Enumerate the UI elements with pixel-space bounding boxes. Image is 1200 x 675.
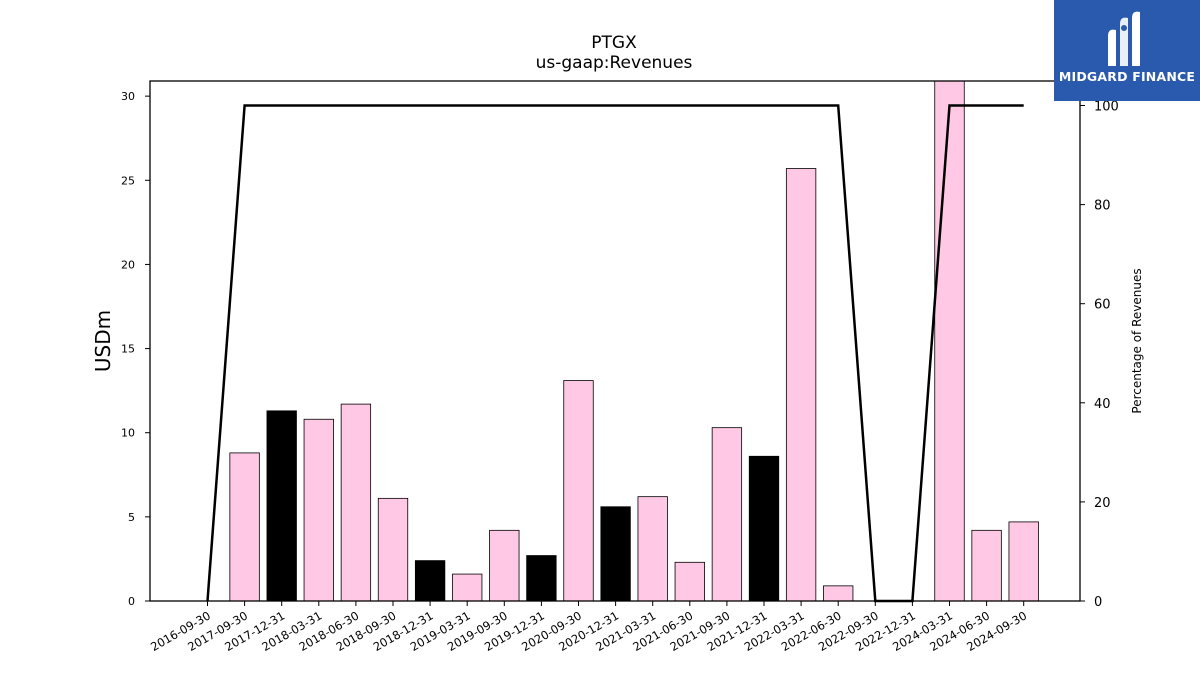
bar-2019-12-31 bbox=[526, 555, 557, 602]
right-tick-label: 40 bbox=[1094, 397, 1111, 412]
bar-2018-06-30 bbox=[340, 403, 372, 602]
left-tick-label: 30 bbox=[121, 90, 135, 103]
left-tick-label: 10 bbox=[121, 427, 135, 440]
x-axis-ticks: 2016-09-302017-09-302017-12-312018-03-31… bbox=[148, 601, 1029, 654]
left-tick-label: 15 bbox=[121, 343, 135, 356]
bar-2019-09-30 bbox=[489, 529, 520, 602]
bar-2018-03-31 bbox=[303, 418, 334, 602]
plot-frame bbox=[149, 80, 1081, 602]
brand-logo: MIDGARD FINANCE bbox=[1054, 0, 1200, 101]
right-tick-label: 0 bbox=[1094, 595, 1102, 610]
bar-2017-09-30 bbox=[229, 452, 260, 602]
bar-2024-06-30 bbox=[971, 529, 1002, 602]
left-tick-label: 25 bbox=[121, 174, 135, 187]
logo-mark-icon bbox=[1108, 11, 1140, 66]
bar-2024-09-30 bbox=[1008, 521, 1039, 602]
left-tick-label: 5 bbox=[128, 511, 135, 524]
right-tick-label: 60 bbox=[1094, 298, 1111, 313]
bar-2022-06-30 bbox=[823, 585, 854, 602]
left-tick-label: 0 bbox=[128, 595, 135, 608]
bar-2024-03-31 bbox=[934, 80, 965, 602]
left-axis-ticks: 0 5 10 15 20 25 30 bbox=[121, 90, 150, 608]
bar-2022-03-31 bbox=[785, 168, 817, 602]
right-tick-label: 100 bbox=[1094, 100, 1119, 115]
bar-series bbox=[229, 80, 1039, 602]
y-axis-label: USDm bbox=[91, 310, 115, 372]
bar-2021-09-30 bbox=[711, 427, 743, 602]
bar-2018-09-30 bbox=[377, 497, 409, 602]
bar-2021-03-31 bbox=[637, 496, 668, 602]
right-tick-label: 20 bbox=[1094, 496, 1111, 511]
chart-subtitle: us-gaap:Revenues bbox=[536, 53, 693, 73]
bar-2021-12-31 bbox=[748, 455, 780, 602]
right-tick-label: 80 bbox=[1094, 199, 1111, 214]
bar-2020-09-30 bbox=[563, 380, 594, 602]
bar-2019-03-31 bbox=[452, 573, 483, 602]
bar-2021-06-30 bbox=[674, 561, 705, 602]
chart-title: PTGX bbox=[591, 33, 637, 53]
bar-2020-12-31 bbox=[600, 506, 631, 602]
y2-axis-label: Percentage of Revenues bbox=[1130, 268, 1144, 413]
right-axis-ticks: 0 20 40 60 80 100 bbox=[1080, 100, 1119, 610]
logo-text: MIDGARD FINANCE bbox=[1058, 69, 1196, 84]
left-tick-label: 20 bbox=[121, 258, 135, 271]
bar-2018-12-31 bbox=[414, 560, 446, 602]
bar-2017-12-31 bbox=[266, 410, 297, 602]
